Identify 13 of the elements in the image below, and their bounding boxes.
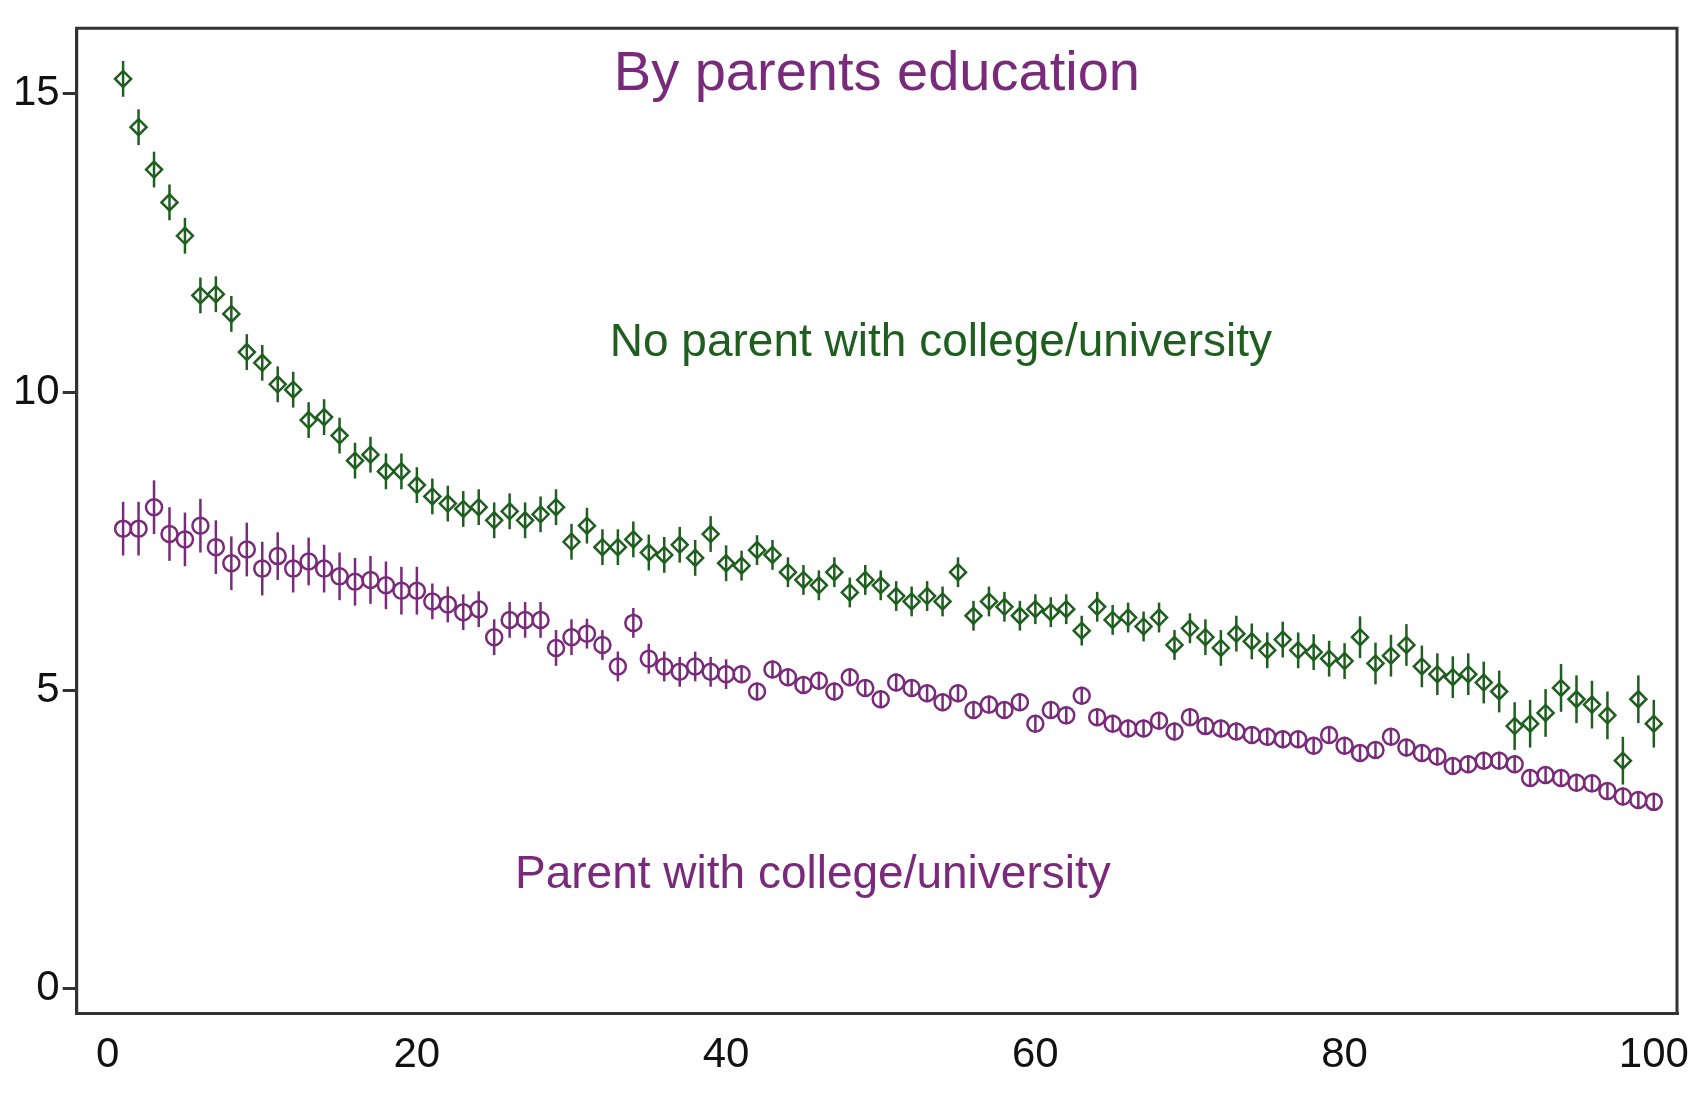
text: Parent with college/university	[514, 846, 1111, 899]
y-tick-label: 10	[13, 365, 60, 413]
chart-title: By parents education	[613, 38, 1140, 102]
text: No parent with college/university	[609, 314, 1272, 367]
x-tick-label: 0	[95, 1029, 120, 1077]
y-tick-label: 5	[36, 663, 60, 711]
y-tick-label: 15	[13, 67, 60, 115]
x-tick-label: 80	[1321, 1029, 1368, 1077]
y-tick-label: 0	[36, 962, 60, 1010]
x-tick-label: 20	[393, 1029, 441, 1077]
x-tick-label: 100	[1618, 1029, 1689, 1077]
x-tick-label: 60	[1011, 1029, 1059, 1077]
x-tick-label: 40	[702, 1029, 750, 1077]
